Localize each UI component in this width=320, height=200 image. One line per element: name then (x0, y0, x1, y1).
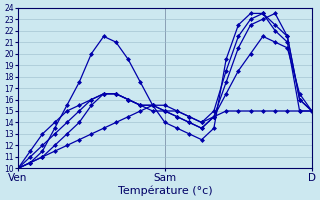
X-axis label: Température (°c): Température (°c) (117, 185, 212, 196)
